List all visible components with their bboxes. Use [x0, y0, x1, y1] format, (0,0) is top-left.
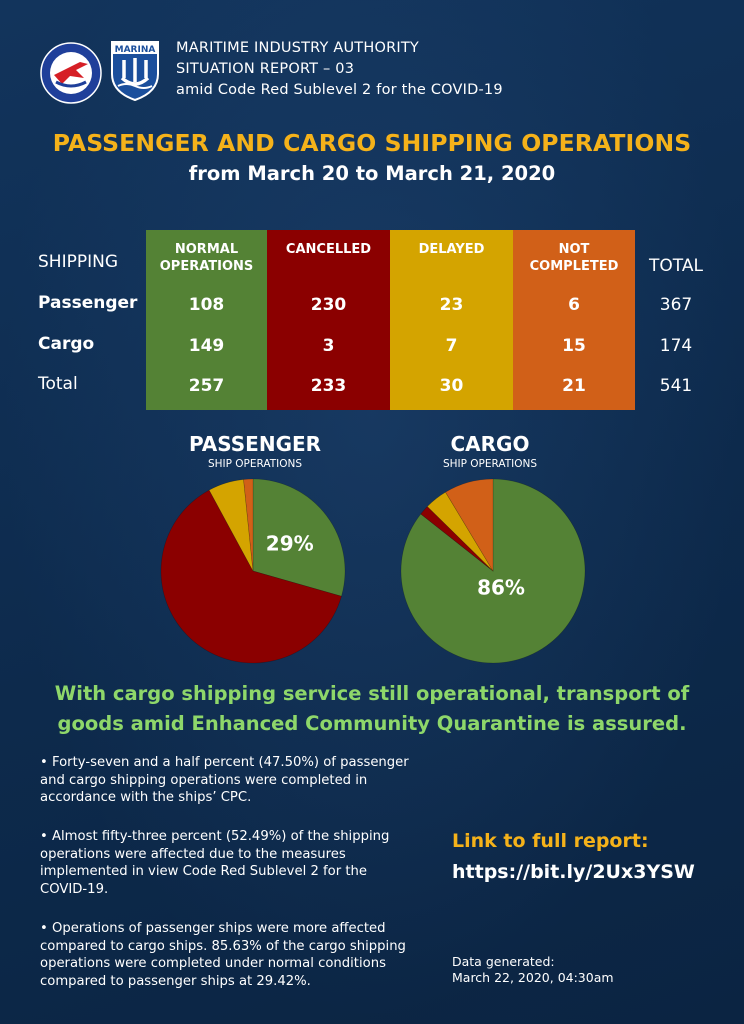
bullet-text: Almost fifty-three percent (52.49%) of t… — [40, 829, 390, 897]
passenger-normal-operations-slice — [252, 478, 346, 597]
cargo-normal-operations-slice — [400, 478, 586, 664]
report-link-url[interactable]: https://bit.ly/2Ux3YSW — [452, 861, 695, 883]
cell-total-normal: 257 — [188, 376, 225, 396]
cell-passenger-total: 367 — [659, 295, 693, 315]
key-message-banner: With cargo shipping service still operat… — [30, 679, 714, 739]
cell-total-cancelled: 233 — [310, 376, 347, 396]
cargo-not-completed-slice — [445, 478, 494, 573]
marina-logo-text: MARINA — [115, 45, 156, 55]
cell-passenger-delayed: 23 — [439, 295, 464, 315]
data-generated-label: Data generated: — [452, 954, 555, 969]
passenger-percent-label: 29% — [266, 531, 314, 555]
cargo-delayed-slice — [426, 491, 494, 572]
bullet-text: Forty-seven and a half percent (47.50%) … — [40, 755, 409, 806]
row-label-cargo: Cargo — [38, 334, 95, 354]
header-normal-line2: OPERATIONS — [159, 259, 254, 274]
cell-passenger-normal: 108 — [188, 295, 225, 315]
passenger-pie-title: PASSENGER — [188, 432, 322, 456]
passenger-cancelled-slice — [160, 489, 342, 664]
row-label-total: Total — [38, 374, 78, 394]
bullet-item: • Forty-seven and a half percent (47.50%… — [40, 754, 412, 807]
header-normal-operations: NORMAL OPERATIONS — [146, 241, 267, 275]
page-subtitle: from March 20 to March 21, 2020 — [188, 162, 556, 185]
header-cancelled: CANCELLED — [285, 242, 372, 257]
page-title: PASSENGER AND CARGO SHIPPING OPERATIONS — [52, 129, 692, 157]
cell-cargo-cancelled: 3 — [322, 336, 335, 356]
bullet-marker: • — [40, 921, 52, 936]
dotr-seal-logo — [40, 42, 102, 104]
header-notc-line2: COMPLETED — [529, 259, 619, 274]
header-agency: MARITIME INDUSTRY AUTHORITY — [176, 40, 419, 56]
cell-cargo-not-completed: 15 — [562, 336, 586, 356]
row-label-passenger: Passenger — [38, 293, 138, 313]
not-completed-column — [513, 230, 635, 410]
cell-total-total: 541 — [659, 376, 693, 396]
cell-total-delayed: 30 — [439, 376, 464, 396]
header-normal-line1: NORMAL — [174, 242, 239, 257]
cargo-pie-title: CARGO — [450, 432, 530, 456]
passenger-delayed-slice — [208, 479, 254, 572]
cargo-pie-chart: 86% — [400, 478, 586, 664]
header-not-completed: NOT COMPLETED — [513, 241, 635, 275]
delayed-column — [390, 230, 513, 410]
bullet-text: Operations of passenger ships were more … — [40, 921, 406, 989]
passenger-pie-subtitle: SHIP OPERATIONS — [207, 458, 303, 470]
bullet-marker: • — [40, 755, 52, 770]
header-shipping: SHIPPING — [38, 252, 118, 272]
header-report: SITUATION REPORT – 03 — [176, 61, 355, 77]
banner-line1: With cargo shipping service still operat… — [54, 682, 690, 705]
cell-cargo-normal: 149 — [188, 336, 225, 356]
cancelled-column — [267, 230, 390, 410]
report-link-label: Link to full report: — [452, 830, 649, 852]
header-total: TOTAL — [649, 256, 703, 276]
passenger-pie-chart: 29% — [160, 478, 346, 664]
cell-cargo-delayed: 7 — [445, 336, 458, 356]
cargo-percent-label: 86% — [477, 576, 525, 600]
cell-passenger-not-completed: 6 — [568, 295, 580, 315]
bullet-item: • Almost fifty-three percent (52.49%) of… — [40, 828, 412, 898]
normal-operations-column — [146, 230, 267, 410]
cargo-cancelled-slice — [420, 506, 494, 572]
header-notc-line1: NOT — [558, 242, 590, 257]
passenger-not-completed-slice — [243, 478, 254, 572]
banner-line2: goods amid Enhanced Community Quarantine… — [57, 712, 687, 735]
bullet-marker: • — [40, 829, 52, 844]
cell-total-not-completed: 21 — [562, 376, 586, 396]
marina-shield-logo: MARINA — [111, 41, 159, 102]
header-context: amid Code Red Sublevel 2 for the COVID-1… — [176, 82, 503, 98]
cargo-pie-subtitle: SHIP OPERATIONS — [442, 458, 538, 470]
data-generated-value: March 22, 2020, 04:30am — [452, 970, 614, 985]
cell-cargo-total: 174 — [659, 336, 693, 356]
header-delayed: DELAYED — [418, 242, 485, 257]
cell-passenger-cancelled: 230 — [310, 295, 347, 315]
bullet-item: • Operations of passenger ships were mor… — [40, 920, 412, 990]
